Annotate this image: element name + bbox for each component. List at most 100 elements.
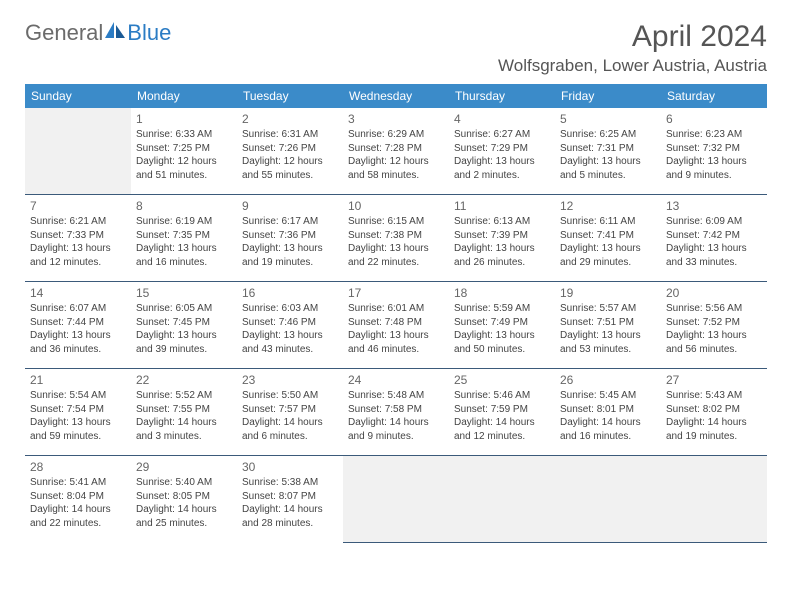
sunset-text: Sunset: 7:48 PM (348, 316, 444, 330)
day-number: 7 (30, 198, 126, 214)
dl1-text: Daylight: 14 hours (666, 416, 762, 430)
sunset-text: Sunset: 8:02 PM (666, 403, 762, 417)
day-number: 20 (666, 285, 762, 301)
day-number: 11 (454, 198, 550, 214)
dl2-text: and 3 minutes. (136, 430, 232, 444)
day-number: 28 (30, 459, 126, 475)
calendar-cell: 15Sunrise: 6:05 AMSunset: 7:45 PMDayligh… (131, 282, 237, 369)
dl2-text: and 5 minutes. (560, 169, 656, 183)
calendar-week-row: 14Sunrise: 6:07 AMSunset: 7:44 PMDayligh… (25, 282, 767, 369)
sunset-text: Sunset: 8:07 PM (242, 490, 338, 504)
dl2-text: and 59 minutes. (30, 430, 126, 444)
title-block: April 2024 Wolfsgraben, Lower Austria, A… (498, 20, 767, 76)
dl1-text: Daylight: 13 hours (666, 242, 762, 256)
dl1-text: Daylight: 13 hours (30, 416, 126, 430)
calendar-cell-empty (343, 456, 449, 543)
dl1-text: Daylight: 13 hours (560, 242, 656, 256)
dl1-text: Daylight: 12 hours (242, 155, 338, 169)
sunset-text: Sunset: 7:46 PM (242, 316, 338, 330)
sunrise-text: Sunrise: 6:13 AM (454, 215, 550, 229)
calendar-week-row: 21Sunrise: 5:54 AMSunset: 7:54 PMDayligh… (25, 369, 767, 456)
month-title: April 2024 (498, 20, 767, 54)
dl2-text: and 53 minutes. (560, 343, 656, 357)
sunset-text: Sunset: 7:44 PM (30, 316, 126, 330)
calendar-cell: 21Sunrise: 5:54 AMSunset: 7:54 PMDayligh… (25, 369, 131, 456)
sunset-text: Sunset: 7:35 PM (136, 229, 232, 243)
dl1-text: Daylight: 14 hours (30, 503, 126, 517)
dl1-text: Daylight: 13 hours (454, 155, 550, 169)
sunset-text: Sunset: 8:05 PM (136, 490, 232, 504)
weekday-header: Thursday (449, 84, 555, 108)
dl2-text: and 56 minutes. (666, 343, 762, 357)
day-number: 6 (666, 111, 762, 127)
sunrise-text: Sunrise: 5:43 AM (666, 389, 762, 403)
sunrise-text: Sunrise: 6:09 AM (666, 215, 762, 229)
sail-icon (105, 20, 127, 46)
day-number: 4 (454, 111, 550, 127)
day-number: 8 (136, 198, 232, 214)
dl2-text: and 50 minutes. (454, 343, 550, 357)
sunrise-text: Sunrise: 5:48 AM (348, 389, 444, 403)
day-number: 5 (560, 111, 656, 127)
sunset-text: Sunset: 7:42 PM (666, 229, 762, 243)
calendar-cell: 22Sunrise: 5:52 AMSunset: 7:55 PMDayligh… (131, 369, 237, 456)
day-number: 16 (242, 285, 338, 301)
sunset-text: Sunset: 7:51 PM (560, 316, 656, 330)
dl2-text: and 2 minutes. (454, 169, 550, 183)
sunrise-text: Sunrise: 6:01 AM (348, 302, 444, 316)
sunset-text: Sunset: 7:49 PM (454, 316, 550, 330)
dl1-text: Daylight: 13 hours (30, 242, 126, 256)
dl2-text: and 12 minutes. (30, 256, 126, 270)
brand-word1: General (25, 20, 103, 46)
weekday-header: Saturday (661, 84, 767, 108)
calendar-cell: 3Sunrise: 6:29 AMSunset: 7:28 PMDaylight… (343, 108, 449, 195)
sunrise-text: Sunrise: 6:05 AM (136, 302, 232, 316)
sunrise-text: Sunrise: 5:50 AM (242, 389, 338, 403)
sunrise-text: Sunrise: 6:29 AM (348, 128, 444, 142)
dl1-text: Daylight: 14 hours (136, 503, 232, 517)
calendar-cell: 28Sunrise: 5:41 AMSunset: 8:04 PMDayligh… (25, 456, 131, 543)
dl2-text: and 22 minutes. (30, 517, 126, 531)
dl1-text: Daylight: 13 hours (560, 329, 656, 343)
calendar-cell: 2Sunrise: 6:31 AMSunset: 7:26 PMDaylight… (237, 108, 343, 195)
calendar-cell: 12Sunrise: 6:11 AMSunset: 7:41 PMDayligh… (555, 195, 661, 282)
sunrise-text: Sunrise: 5:41 AM (30, 476, 126, 490)
dl1-text: Daylight: 12 hours (136, 155, 232, 169)
dl1-text: Daylight: 13 hours (242, 242, 338, 256)
day-number: 10 (348, 198, 444, 214)
calendar-cell: 27Sunrise: 5:43 AMSunset: 8:02 PMDayligh… (661, 369, 767, 456)
dl2-text: and 25 minutes. (136, 517, 232, 531)
dl2-text: and 28 minutes. (242, 517, 338, 531)
sunrise-text: Sunrise: 6:27 AM (454, 128, 550, 142)
dl1-text: Daylight: 14 hours (136, 416, 232, 430)
dl2-text: and 19 minutes. (666, 430, 762, 444)
calendar-cell-empty (25, 108, 131, 195)
dl2-text: and 29 minutes. (560, 256, 656, 270)
calendar-cell: 20Sunrise: 5:56 AMSunset: 7:52 PMDayligh… (661, 282, 767, 369)
dl1-text: Daylight: 13 hours (348, 329, 444, 343)
day-number: 14 (30, 285, 126, 301)
sunrise-text: Sunrise: 5:46 AM (454, 389, 550, 403)
dl1-text: Daylight: 13 hours (30, 329, 126, 343)
sunset-text: Sunset: 7:45 PM (136, 316, 232, 330)
sunset-text: Sunset: 7:33 PM (30, 229, 126, 243)
sunset-text: Sunset: 8:01 PM (560, 403, 656, 417)
sunrise-text: Sunrise: 5:40 AM (136, 476, 232, 490)
sunrise-text: Sunrise: 5:38 AM (242, 476, 338, 490)
sunrise-text: Sunrise: 5:56 AM (666, 302, 762, 316)
sunrise-text: Sunrise: 5:59 AM (454, 302, 550, 316)
calendar-cell: 17Sunrise: 6:01 AMSunset: 7:48 PMDayligh… (343, 282, 449, 369)
day-number: 30 (242, 459, 338, 475)
dl1-text: Daylight: 13 hours (348, 242, 444, 256)
dl1-text: Daylight: 13 hours (136, 242, 232, 256)
dl2-text: and 12 minutes. (454, 430, 550, 444)
dl1-text: Daylight: 13 hours (242, 329, 338, 343)
sunrise-text: Sunrise: 6:17 AM (242, 215, 338, 229)
day-number: 23 (242, 372, 338, 388)
calendar-cell: 23Sunrise: 5:50 AMSunset: 7:57 PMDayligh… (237, 369, 343, 456)
location-text: Wolfsgraben, Lower Austria, Austria (498, 56, 767, 76)
day-number: 13 (666, 198, 762, 214)
day-number: 9 (242, 198, 338, 214)
day-number: 25 (454, 372, 550, 388)
calendar-week-row: 7Sunrise: 6:21 AMSunset: 7:33 PMDaylight… (25, 195, 767, 282)
